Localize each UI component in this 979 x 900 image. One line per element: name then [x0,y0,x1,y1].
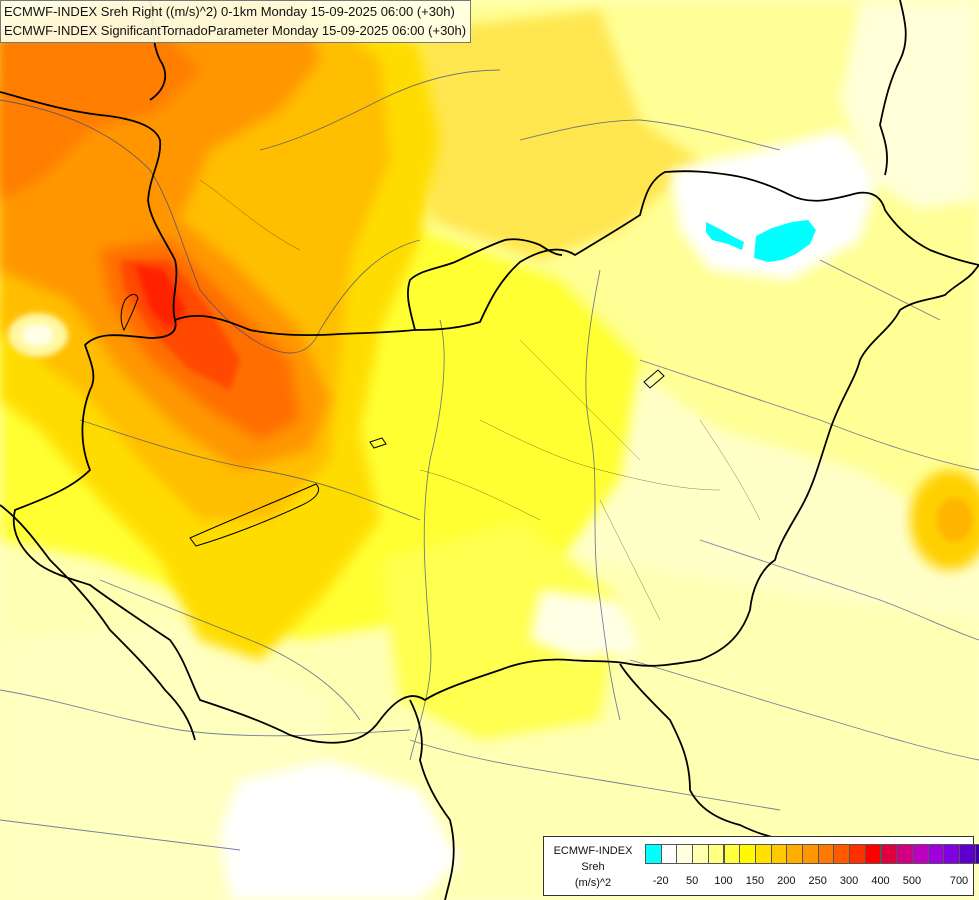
legend-tick-label: 500 [902,875,922,887]
title-line-2: ECMWF-INDEX SignificantTornadoParameter … [4,23,467,38]
lakes [120,293,665,547]
legend-swatch [864,844,882,864]
admin-borders [199,179,761,621]
map-title-box: ECMWF-INDEX Sreh Right ((m/s)^2) 0-1km M… [0,0,472,43]
legend-unit: (m/s)^2 [574,877,612,889]
legend-swatch [676,844,694,864]
title-line-1: ECMWF-INDEX Sreh Right ((m/s)^2) 0-1km M… [4,4,455,19]
legend-tick-label: 150 [745,875,765,887]
legend-tick-label: 50 [685,875,699,887]
legend-parameter: Sreh [581,861,605,873]
legend-swatch [723,844,741,864]
cyan-pocket [754,220,816,262]
legend-model: ECMWF-INDEX [553,845,633,857]
legend-swatch [911,844,929,864]
legend-swatch [880,844,898,864]
legend-tick-label: 100 [714,875,733,887]
legend-swatch [786,844,803,864]
legend-tick-label: 250 [808,875,827,887]
legend-swatch [739,844,756,864]
legend-swatch [754,844,772,864]
legend-swatch [974,844,979,864]
legend-tick-label: 200 [777,875,796,887]
legend-swatch [833,844,851,864]
legend-tick-label: 700 [949,875,969,887]
rivers [0,14,979,851]
legend-swatch [660,844,678,864]
legend-swatch [927,844,945,864]
legend-swatch [770,844,788,864]
legend-swatch [959,844,976,864]
legend-tick-label: -20 [652,875,669,887]
legend-swatch [896,844,913,864]
legend-swatch [943,844,960,864]
legend-swatch [802,844,819,864]
legend-swatch [692,844,709,864]
legend-swatch [645,844,662,864]
legend-tick-label: 400 [871,875,890,887]
legend-swatch [849,844,866,864]
color-legend: ECMWF-INDEX Sreh (m/s)^2 -20 50 100 150 200 2… [543,836,979,896]
legend-swatch [817,844,835,864]
legend-swatch [707,844,725,864]
legend-tick-label: 300 [839,875,859,887]
cyan-pocket [706,222,744,250]
